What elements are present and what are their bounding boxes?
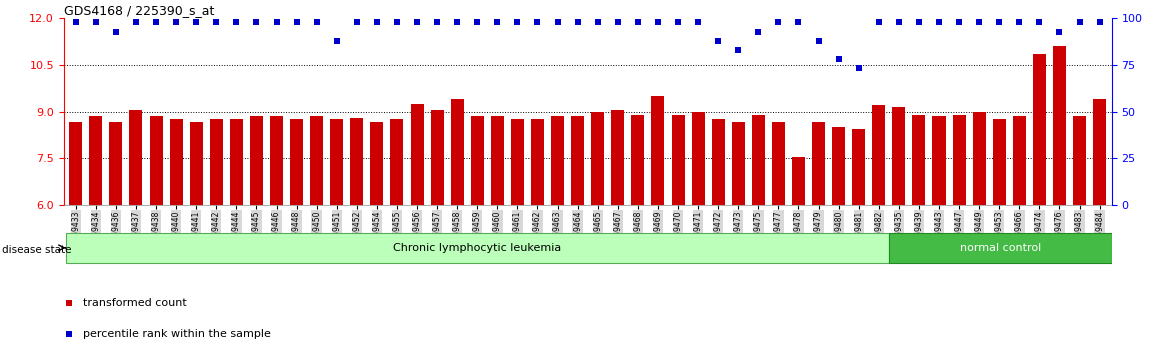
Bar [833,127,845,205]
Bar [652,96,665,205]
Bar [672,115,684,205]
Text: GDS4168 / 225390_s_at: GDS4168 / 225390_s_at [64,4,214,17]
Bar [109,122,123,205]
Bar [893,107,906,205]
Bar [250,116,263,205]
Bar [932,116,946,205]
Bar [410,104,424,205]
Bar [1033,54,1046,205]
Bar [611,110,624,205]
Bar [169,119,183,205]
Bar [371,122,383,205]
Bar [431,110,444,205]
Bar [1073,116,1086,205]
Bar [491,116,504,205]
Bar [1013,116,1026,205]
Bar [450,99,463,205]
Bar [712,119,725,205]
Bar [290,119,303,205]
Bar [471,116,484,205]
Bar [732,122,745,205]
Bar [330,119,343,205]
Bar [350,118,364,205]
Bar [229,119,243,205]
Text: Chronic lymphocytic leukemia: Chronic lymphocytic leukemia [393,243,562,253]
Bar [270,116,283,205]
Text: transformed count: transformed count [82,298,186,308]
Bar [310,116,323,205]
Bar [872,105,886,205]
Bar [1053,46,1067,205]
Bar [69,122,82,205]
Bar [913,115,925,205]
Bar [1093,99,1106,205]
Bar [852,129,865,205]
Text: normal control: normal control [960,243,1041,253]
Bar [953,115,966,205]
Bar [149,116,162,205]
Text: percentile rank within the sample: percentile rank within the sample [82,329,271,339]
Bar [571,116,584,205]
Bar [992,119,1006,205]
Bar [592,112,604,205]
Bar [390,119,403,205]
Bar [210,119,222,205]
Bar [511,119,523,205]
Bar [66,233,889,263]
Bar [130,110,142,205]
Bar [631,115,644,205]
Bar [551,116,564,205]
Bar [89,116,102,205]
Bar [190,122,203,205]
Bar [752,115,765,205]
Bar [889,233,1112,263]
Bar [691,112,704,205]
Bar [772,122,785,205]
Bar [973,112,985,205]
Bar [792,157,805,205]
Text: disease state: disease state [2,245,72,255]
Bar [532,119,544,205]
Bar [812,122,826,205]
